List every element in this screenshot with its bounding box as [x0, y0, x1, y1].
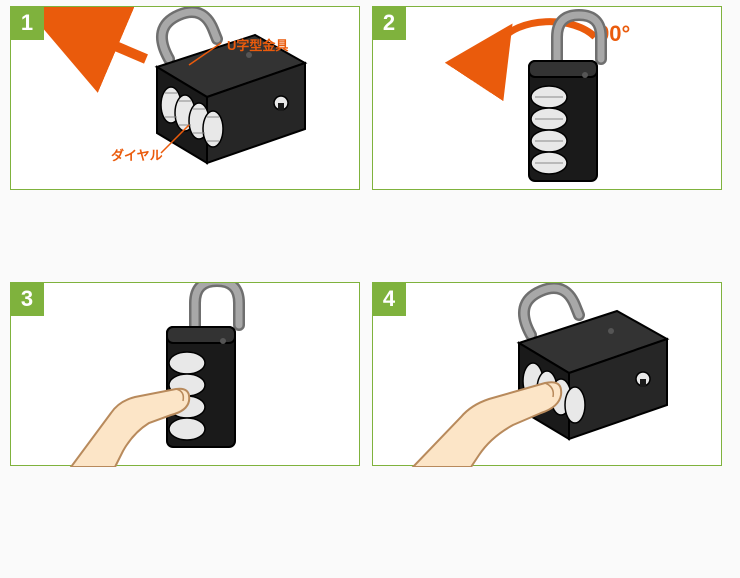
annotation-dial: ダイヤル [111, 145, 163, 164]
step-badge-4: 4 [372, 282, 406, 316]
step-badge-2: 2 [372, 6, 406, 40]
step-badge-1: 1 [10, 6, 44, 40]
annotation-ushape: U字型金具 [227, 35, 288, 54]
lock-icon [167, 283, 239, 447]
lock-icon [529, 15, 601, 181]
instruction-grid: 1 [0, 0, 740, 472]
finger-icon [413, 382, 561, 467]
dial-icon [161, 87, 223, 147]
dial-icon [523, 363, 585, 423]
finger-icon [71, 389, 189, 467]
panel-1: 1 [10, 6, 360, 190]
panel-3: 3 [10, 282, 360, 466]
lock-icon [519, 288, 667, 439]
panel-2: 2 90° [372, 6, 722, 190]
rotate-arrow-icon [501, 22, 595, 41]
rotation-label: 90° [597, 21, 630, 47]
panel-4: 4 [372, 282, 722, 466]
pull-arrow-icon [99, 39, 146, 59]
step-badge-3: 3 [10, 282, 44, 316]
dial-icon [169, 352, 205, 440]
dial-icon [531, 86, 567, 174]
